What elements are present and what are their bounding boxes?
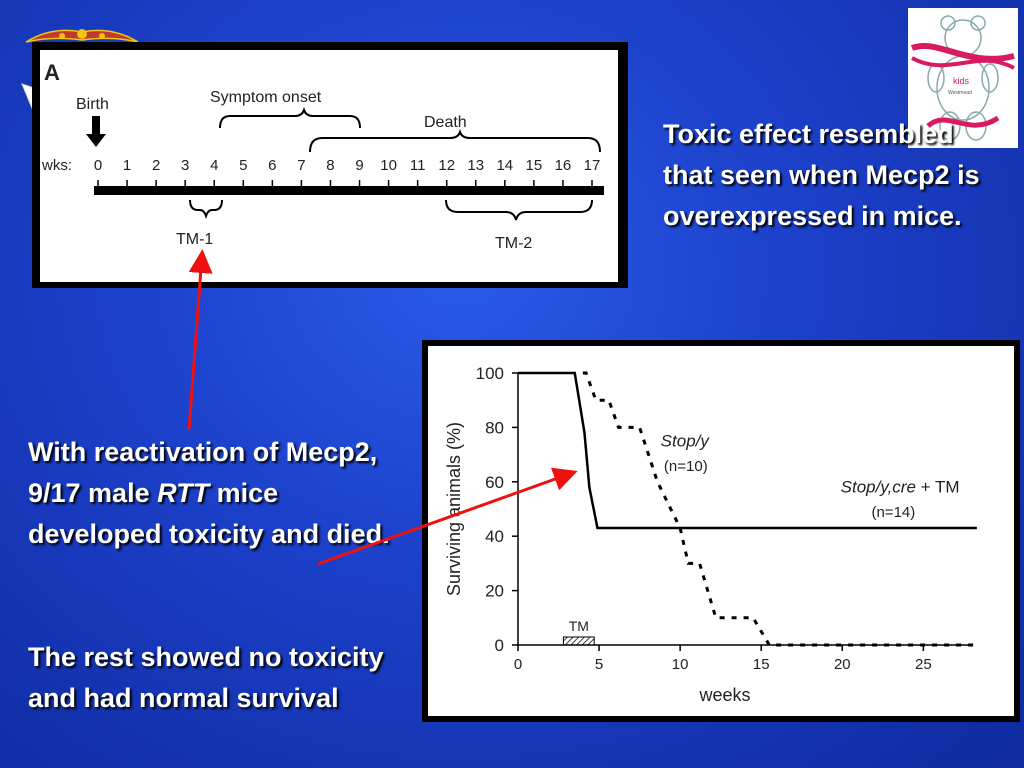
- x-tick-label: 10: [672, 656, 689, 673]
- week-label: 3: [181, 157, 189, 174]
- reactivation-text-post: mice developed toxicity and died.: [28, 478, 390, 549]
- week-label: 12: [438, 157, 455, 174]
- week-labels: 0 1 2 3 4 5 6 7 8 9 10 11 12 13 14 15 16 17: [94, 157, 601, 174]
- tm-annotation: TM: [569, 618, 589, 634]
- tm-bar: [562, 636, 595, 646]
- series-label-stop-y-cre: Stop/y,cre + TM: [841, 478, 960, 497]
- y-tick-label: 40: [485, 527, 504, 546]
- birth-arrow-icon: [86, 116, 106, 147]
- birth-label: Birth: [76, 96, 109, 113]
- week-label: 15: [526, 157, 543, 174]
- y-tick-label: 0: [495, 636, 504, 655]
- reactivation-text: With reactivation of Mecp2, 9/17 male RT…: [28, 432, 403, 555]
- survival-chart: 0 20 40 60 80 100 0 5 10 15 20 25 weeks Surviving ani…: [422, 340, 1020, 722]
- bear-caption: kids: [953, 76, 970, 86]
- institution-logo: [25, 29, 139, 43]
- week-label: 14: [496, 157, 513, 174]
- week-label: 5: [239, 157, 247, 174]
- series-n-stop-y: (n=10): [664, 458, 708, 475]
- panel-label: A: [44, 60, 60, 85]
- series-label-stop-y: Stop/y: [661, 431, 711, 450]
- x-tick-label: 20: [834, 656, 851, 673]
- y-tick-label: 100: [476, 364, 504, 383]
- wks-label: wks:: [41, 157, 72, 174]
- death-bracket: [309, 128, 601, 153]
- toxic-effect-text: Toxic effect resembled that seen when Me…: [663, 119, 980, 231]
- week-label: 11: [410, 157, 426, 174]
- death-label: Death: [424, 114, 467, 131]
- week-label: 10: [380, 157, 397, 174]
- week-label: 17: [584, 157, 601, 174]
- week-label: 8: [326, 157, 334, 174]
- y-tick-label: 20: [485, 582, 504, 601]
- y-axis-label: Surviving animals (%): [444, 422, 464, 596]
- week-label: 2: [152, 157, 160, 174]
- reactivation-text-italic: RTT: [157, 478, 210, 508]
- arrow-to-tm1: [187, 249, 213, 431]
- series-line-1: [582, 371, 977, 647]
- x-tick-label: 25: [915, 656, 932, 673]
- x-axis-label: weeks: [698, 685, 750, 705]
- bear-caption-2: Westmead: [948, 90, 972, 96]
- week-label: 6: [268, 157, 276, 174]
- x-tick-label: 15: [753, 656, 770, 673]
- y-tick-label: 80: [485, 418, 504, 437]
- week-label: 9: [355, 157, 363, 174]
- week-label: 13: [467, 157, 484, 174]
- y-tick-label: 60: [485, 473, 504, 492]
- week-ticks: [97, 180, 593, 186]
- symptom-onset-bracket: [219, 106, 361, 129]
- tm2-bracket: [445, 199, 593, 221]
- x-tick-label: 5: [595, 656, 603, 673]
- tm1-bracket: [189, 199, 223, 220]
- week-label: 4: [210, 157, 218, 174]
- reactivation-text-pre: With reactivation of Mecp2, 9/17 male: [28, 437, 378, 508]
- survival-chart-svg: 0 20 40 60 80 100 0 5 10 15 20 25 weeks Surviving ani…: [428, 346, 1014, 716]
- week-label: 7: [297, 157, 305, 174]
- symptom-onset-label: Symptom onset: [210, 89, 322, 106]
- timeline-axis: [94, 186, 604, 195]
- normal-survival-text: The rest showed no toxicity and had norm…: [28, 642, 384, 713]
- week-label: 0: [94, 157, 102, 174]
- week-label: 1: [123, 157, 131, 174]
- x-tick-label: 0: [514, 656, 522, 673]
- tm2-label: TM-2: [495, 235, 532, 252]
- series-n-stop-y-cre: (n=14): [871, 504, 915, 521]
- kids-westmead-bear-logo: kids Westmead: [908, 8, 1018, 148]
- arrow-to-survival-drop: [317, 467, 578, 566]
- series-line-2: [518, 371, 977, 530]
- tm1-label: TM-1: [176, 231, 213, 248]
- week-label: 16: [555, 157, 572, 174]
